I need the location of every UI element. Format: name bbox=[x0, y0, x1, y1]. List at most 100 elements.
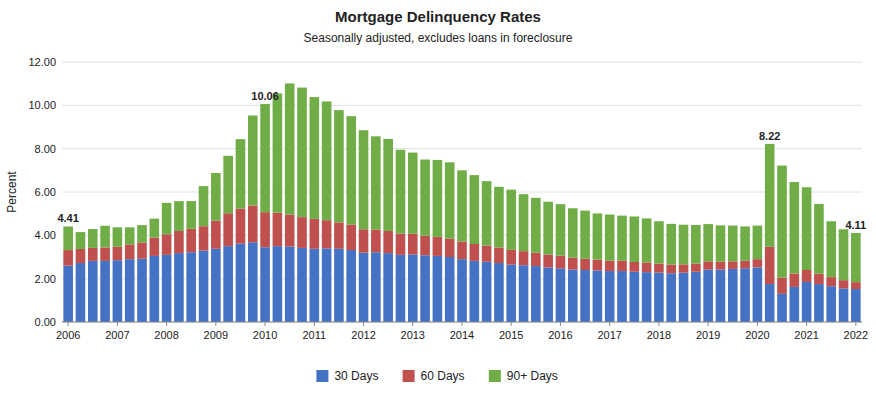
bar-segment bbox=[506, 265, 516, 322]
series bbox=[63, 83, 860, 282]
bar-segment bbox=[420, 255, 430, 322]
bar-segment bbox=[630, 262, 640, 272]
bar-segment bbox=[654, 264, 664, 273]
bar-segment bbox=[260, 104, 270, 212]
bar-segment bbox=[691, 272, 701, 322]
bar-segment bbox=[76, 249, 86, 263]
x-tick-label: 2010 bbox=[253, 329, 277, 341]
bar-segment bbox=[420, 236, 430, 256]
bar-segment bbox=[433, 160, 443, 237]
chart: Mortgage Delinquency RatesSeasonally adj… bbox=[0, 0, 876, 398]
bar-segment bbox=[519, 251, 529, 265]
bar-segment bbox=[457, 259, 467, 322]
bar-segment bbox=[125, 259, 135, 322]
bar-segment bbox=[285, 247, 295, 322]
bar-segment bbox=[113, 227, 123, 247]
x-tick bbox=[412, 322, 413, 326]
bar-segment bbox=[753, 267, 763, 322]
bar-segment bbox=[506, 190, 516, 250]
bar-segment bbox=[310, 249, 320, 322]
bar-segment bbox=[211, 249, 221, 322]
bar-segment bbox=[679, 225, 689, 265]
bar-segment bbox=[679, 273, 689, 322]
bar-segment bbox=[150, 219, 160, 238]
bar-segment bbox=[580, 270, 590, 322]
bar-segment bbox=[137, 225, 147, 242]
bar-segment bbox=[556, 204, 566, 256]
bar-segment bbox=[113, 247, 123, 260]
legend-swatch bbox=[489, 370, 501, 382]
bar-segment bbox=[753, 226, 763, 260]
bar-segment bbox=[826, 277, 836, 286]
bar-segment bbox=[199, 251, 209, 323]
bar-segment bbox=[174, 253, 184, 322]
bar-segment bbox=[802, 270, 812, 282]
bar-segment bbox=[740, 268, 750, 322]
bar-segment bbox=[199, 186, 209, 226]
legend-swatch bbox=[403, 370, 415, 382]
x-tick-label: 2022 bbox=[844, 329, 868, 341]
y-tick-label: 6.00 bbox=[35, 186, 56, 198]
bar-segment bbox=[703, 224, 713, 261]
bar-segment bbox=[593, 260, 603, 271]
bar-segment bbox=[716, 270, 726, 322]
bar-segment bbox=[642, 272, 652, 322]
bar-segment bbox=[691, 264, 701, 272]
x-tick-label: 2018 bbox=[647, 329, 671, 341]
bar-segment bbox=[790, 273, 800, 286]
bar-segment bbox=[568, 208, 578, 257]
bar-segment bbox=[88, 229, 98, 248]
bar-segment bbox=[814, 274, 824, 284]
legend: 30 Days60 Days90+ Days bbox=[316, 369, 557, 383]
bar-segment bbox=[716, 225, 726, 261]
bar-segment bbox=[371, 252, 381, 322]
x-tick-label: 2017 bbox=[597, 329, 621, 341]
bar-segment bbox=[260, 247, 270, 322]
bar-segment bbox=[310, 97, 320, 219]
bar-segment bbox=[605, 215, 615, 261]
bar-segment bbox=[716, 262, 726, 270]
bar-segment bbox=[100, 247, 110, 260]
bar-segment bbox=[223, 156, 233, 213]
bar-segment bbox=[494, 187, 504, 248]
bar-segment bbox=[605, 261, 615, 271]
x-tick bbox=[708, 322, 709, 326]
bar-segment bbox=[839, 280, 849, 288]
bar-segment bbox=[322, 248, 332, 322]
x-tick bbox=[166, 322, 167, 326]
bar-segment bbox=[137, 242, 147, 258]
bar-segment bbox=[531, 198, 541, 253]
grid bbox=[62, 62, 862, 322]
legend-label: 30 Days bbox=[334, 369, 378, 383]
bar-segment bbox=[88, 248, 98, 261]
bar-segment bbox=[359, 130, 369, 229]
bar-segment bbox=[703, 261, 713, 269]
bar-segment bbox=[851, 289, 861, 322]
subtitle: Seasonally adjusted, excludes loans in f… bbox=[304, 31, 573, 45]
bar-segment bbox=[777, 278, 787, 294]
bar-segment bbox=[617, 261, 627, 271]
bar-segment bbox=[765, 144, 775, 247]
bar-segment bbox=[445, 239, 455, 257]
bar-segment bbox=[383, 253, 393, 322]
x-tick bbox=[658, 322, 659, 326]
bar-segment bbox=[125, 227, 135, 244]
bar-segment bbox=[617, 216, 627, 261]
bar-segment bbox=[186, 201, 196, 229]
y-axis-label: Percent bbox=[5, 171, 19, 213]
x-tick-label: 2008 bbox=[154, 329, 178, 341]
bar-segment bbox=[236, 139, 246, 208]
grid-line bbox=[62, 105, 862, 106]
x-tick-label: 2011 bbox=[302, 329, 326, 341]
bar-segment bbox=[322, 101, 332, 220]
bar-segment bbox=[297, 217, 307, 248]
bar-segment bbox=[543, 267, 553, 322]
bar-segment bbox=[297, 88, 307, 218]
bar-segment bbox=[162, 203, 172, 234]
x-tick-label: 2007 bbox=[105, 329, 129, 341]
bar-segment bbox=[371, 136, 381, 229]
x-tick bbox=[117, 322, 118, 326]
bar-segment bbox=[88, 261, 98, 322]
bar-segment bbox=[285, 215, 295, 247]
bar-segment bbox=[236, 208, 246, 243]
